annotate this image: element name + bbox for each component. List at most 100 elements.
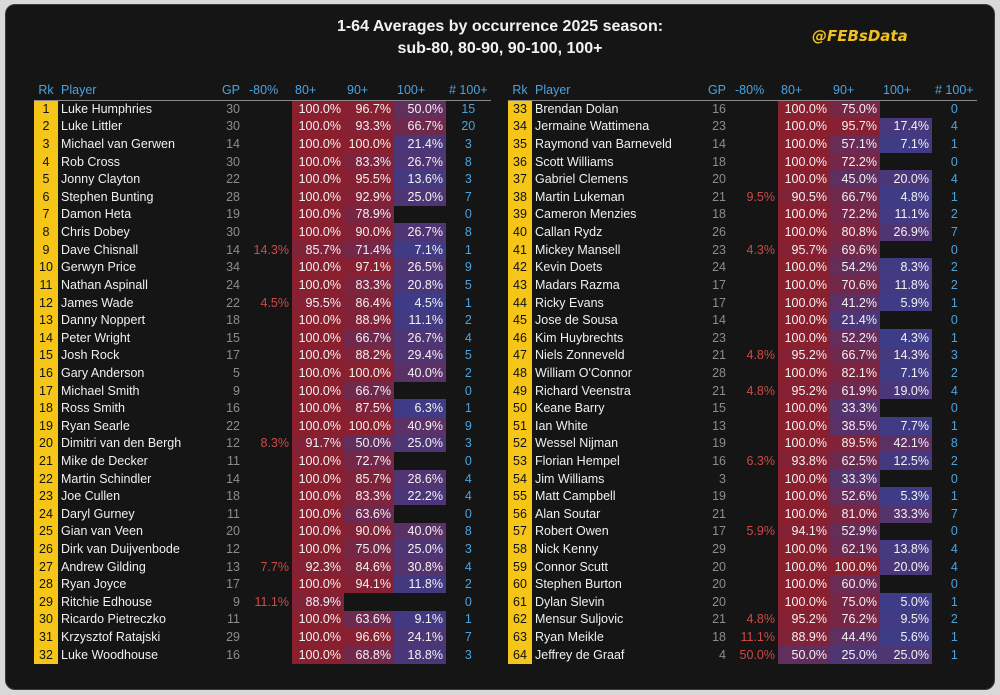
table-row[interactable]: 24 Daryl Gurney 11 100.0% 63.6% 0 [34,505,491,523]
player-name: Martin Lukeman [535,189,625,204]
table-row[interactable]: 57 Robert Owen 17 5.9% 94.1% 52.9% 0 [508,522,977,541]
table-row[interactable]: 29 Ritchie Edhouse 9 11.1% 88.9% 0 [34,593,491,611]
table-row[interactable]: 60 Stephen Burton 20 100.0% 60.0% 0 [508,575,977,594]
table-row[interactable]: 14 Peter Wright 15 100.0% 66.7% 26.7% 4 [34,328,491,347]
table-row[interactable]: 22 Martin Schindler 14 100.0% 85.7% 28.6% 4 [34,469,491,488]
table-row[interactable]: 50 Keane Barry 15 100.0% 33.3% 0 [508,399,977,417]
table-row[interactable]: 37 Gabriel Clemens 20 100.0% 45.0% 20.0% 4 [508,170,977,189]
table-row[interactable]: 52 Wessel Nijman 19 100.0% 89.5% 42.1% 8 [508,434,977,453]
table-row[interactable]: 51 Ian White 13 100.0% 38.5% 7.7% 1 [508,416,977,435]
pct-100plus: 4.3% [880,328,932,347]
table-row[interactable]: 25 Gian van Veen 20 100.0% 90.0% 40.0% 8 [34,522,491,541]
table-row[interactable]: 54 Jim Williams 3 100.0% 33.3% 0 [508,469,977,488]
table-row[interactable]: 47 Niels Zonneveld 21 4.8% 95.2% 66.7% 14.3% 3 [508,346,977,365]
header-100plus[interactable]: 100+ [880,80,932,101]
table-row[interactable]: 7 Damon Heta 19 100.0% 78.9% 0 [34,205,491,224]
pct-sub80 [732,135,778,153]
table-row[interactable]: 58 Nick Kenny 29 100.0% 62.1% 13.8% 4 [508,540,977,558]
table-row[interactable]: 55 Matt Campbell 19 100.0% 52.6% 5.3% 1 [508,487,977,506]
rank-cell: 17 [34,381,58,400]
table-row[interactable]: 20 Dimitri van den Bergh 12 8.3% 91.7% 50.0% 2… [34,434,491,453]
games-played: 9 [233,383,240,398]
table-row[interactable]: 43 Madars Razma 17 100.0% 70.6% 11.8% 2 [508,276,977,294]
pct-80plus: 95.2% [778,610,830,629]
player-name: Jermaine Wattimena [535,119,650,134]
table-row[interactable]: 63 Ryan Meikle 18 11.1% 88.9% 44.4% 5.6% 1 [508,628,977,646]
table-row[interactable]: 17 Michael Smith 9 100.0% 66.7% 0 [34,381,491,400]
table-row[interactable]: 10 Gerwyn Price 34 100.0% 97.1% 26.5% 9 [34,258,491,277]
table-row[interactable]: 45 Jose de Sousa 14 100.0% 21.4% 0 [508,311,977,329]
table-row[interactable]: 34 Jermaine Wattimena 23 100.0% 95.7% 17.4% 4 [508,117,977,136]
table-row[interactable]: 59 Connor Scutt 20 100.0% 100.0% 20.0% 4 [508,557,977,576]
table-row[interactable]: 28 Ryan Joyce 17 100.0% 94.1% 11.8% 2 [34,575,491,594]
table-row[interactable]: 5 Jonny Clayton 22 100.0% 95.5% 13.6% 3 [34,170,491,189]
table-row[interactable]: 38 Martin Lukeman 21 9.5% 90.5% 66.7% 4.8% 1 [508,188,977,206]
table-row[interactable]: 19 Ryan Searle 22 100.0% 100.0% 40.9% 9 [34,416,491,435]
table-row[interactable]: 18 Ross Smith 16 100.0% 87.5% 6.3% 1 [34,399,491,417]
header-player[interactable]: Player [532,80,682,101]
table-row[interactable]: 16 Gary Anderson 5 100.0% 100.0% 40.0% 2 [34,364,491,382]
header-100plus[interactable]: 100+ [394,80,446,101]
table-row[interactable]: 13 Danny Noppert 18 100.0% 88.9% 11.1% 2 [34,311,491,329]
table-row[interactable]: 21 Mike de Decker 11 100.0% 72.7% 0 [34,452,491,470]
table-row[interactable]: 53 Florian Hempel 16 6.3% 93.8% 62.5% 12.5% 2 [508,452,977,470]
table-row[interactable]: 62 Mensur Suljovic 21 4.8% 95.2% 76.2% 9.5% 2 [508,610,977,629]
pct-sub80 [246,470,292,488]
header-90plus[interactable]: 90+ [830,80,880,101]
table-row[interactable]: 3 Michael van Gerwen 14 100.0% 100.0% 21.4% 3 [34,135,491,153]
table-row[interactable]: 26 Dirk van Duijvenbode 12 100.0% 75.0% 25.0%… [34,540,491,558]
table-row[interactable]: 39 Cameron Menzies 18 100.0% 72.2% 11.1% 2 [508,205,977,224]
table-row[interactable]: 1 Luke Humphries 30 100.0% 96.7% 50.0% 15 [34,100,491,118]
table-row[interactable]: 31 Krzysztof Ratajski 29 100.0% 96.6% 24.1% 7 [34,628,491,646]
table-row[interactable]: 27 Andrew Gilding 13 7.7% 92.3% 84.6% 30.8% 4 [34,557,491,576]
table-row[interactable]: 11 Nathan Aspinall 24 100.0% 83.3% 20.8% 5 [34,276,491,294]
player-name: Dimitri van den Bergh [61,436,182,451]
player-name: Ryan Meikle [535,630,604,645]
header-rk[interactable]: Rk [34,80,58,101]
table-row[interactable]: 41 Mickey Mansell 23 4.3% 95.7% 69.6% 0 [508,240,977,259]
table-row[interactable]: 8 Chris Dobey 30 100.0% 90.0% 26.7% 8 [34,223,491,241]
header-gp[interactable]: GP [198,80,246,101]
header-sub80[interactable]: -80% [246,80,292,101]
table-row[interactable]: 56 Alan Soutar 21 100.0% 81.0% 33.3% 7 [508,505,977,523]
table-row[interactable]: 42 Kevin Doets 24 100.0% 54.2% 8.3% 2 [508,258,977,277]
table-row[interactable]: 6 Stephen Bunting 28 100.0% 92.9% 25.0% 7 [34,188,491,206]
table-row[interactable]: 48 William O'Connor 28 100.0% 82.1% 7.1% 2 [508,364,977,382]
pct-sub80 [732,487,778,505]
header-sub80[interactable]: -80% [732,80,778,101]
table-row[interactable]: 35 Raymond van Barneveld 14 100.0% 57.1% 7.1%… [508,135,977,153]
header-80plus[interactable]: 80+ [292,80,344,101]
rank-cell: 22 [34,469,58,488]
table-row[interactable]: 23 Joe Cullen 18 100.0% 83.3% 22.2% 4 [34,487,491,506]
table-row[interactable]: 40 Callan Rydz 26 100.0% 80.8% 26.9% 7 [508,223,977,241]
table-row[interactable]: 32 Luke Woodhouse 16 100.0% 68.8% 18.8% 3 [34,645,491,664]
table-row[interactable]: 2 Luke Littler 30 100.0% 93.3% 66.7% 20 [34,117,491,136]
count-100plus: 3 [464,647,472,662]
rank-cell: 30 [34,610,58,629]
table-row[interactable]: 64 Jeffrey de Graaf 4 50.0% 50.0% 25.0% 25.0% 1 [508,645,977,664]
table-row[interactable]: 46 Kim Huybrechts 23 100.0% 52.2% 4.3% 1 [508,328,977,347]
header-count-100plus[interactable]: # 100+ [446,80,491,101]
pct-sub80 [246,611,292,629]
header-rk[interactable]: Rk [508,80,532,101]
table-row[interactable]: 44 Ricky Evans 17 100.0% 41.2% 5.9% 1 [508,293,977,312]
rank-cell: 10 [34,258,58,277]
table-row[interactable]: 49 Richard Veenstra 21 4.8% 95.2% 61.9% 19.0% 4 [508,381,977,400]
table-row[interactable]: 61 Dylan Slevin 20 100.0% 75.0% 5.0% 1 [508,593,977,611]
header-gp[interactable]: GP [682,80,732,101]
header-count-100plus[interactable]: # 100+ [932,80,977,101]
table-row[interactable]: 4 Rob Cross 30 100.0% 83.3% 26.7% 8 [34,152,491,171]
player-name: Ritchie Edhouse [61,594,153,609]
table-row[interactable]: 12 James Wade 22 4.5% 95.5% 86.4% 4.5% 1 [34,293,491,312]
header-player[interactable]: Player [58,80,198,101]
table-row[interactable]: 9 Dave Chisnall 14 14.3% 85.7% 71.4% 7.1% 1 [34,240,491,259]
header-90plus[interactable]: 90+ [344,80,394,101]
header-80plus[interactable]: 80+ [778,80,830,101]
table-row[interactable]: 15 Josh Rock 17 100.0% 88.2% 29.4% 5 [34,346,491,365]
games-played: 24 [226,277,240,292]
player-name: Niels Zonneveld [535,348,625,363]
table-row[interactable]: 30 Ricardo Pietreczko 11 100.0% 63.6% 9.1% 1 [34,610,491,629]
table-row[interactable]: 36 Scott Williams 18 100.0% 72.2% 0 [508,152,977,171]
table-row[interactable]: 33 Brendan Dolan 16 100.0% 75.0% 0 [508,100,977,118]
games-played: 26 [712,225,726,240]
